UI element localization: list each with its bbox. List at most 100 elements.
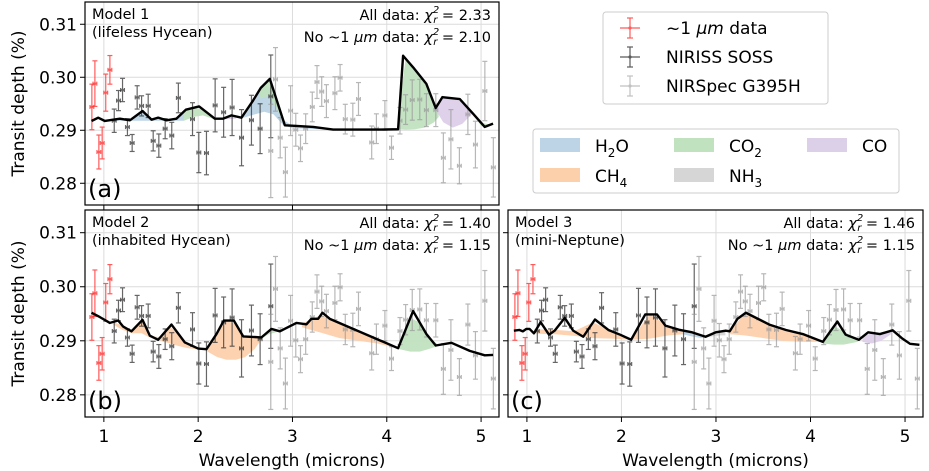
species-sub: 4: [620, 176, 628, 190]
chi-symbol: χ: [847, 216, 858, 232]
data-point-niriss: [212, 287, 218, 344]
data-point-nirspec: [332, 76, 338, 111]
data-point-niriss: [139, 305, 145, 327]
stat-prefix: All data:: [359, 8, 424, 24]
data-point-nirspec: [440, 342, 446, 395]
data-point-nirspec: [889, 303, 895, 346]
plot-area: [89, 46, 496, 199]
marker: [390, 357, 393, 361]
y-tick-label: 0.30: [39, 278, 77, 298]
legend-label: NIRSpec G395H: [666, 77, 801, 97]
marker: [121, 88, 124, 92]
data-point-nirspec: [773, 312, 779, 348]
marker: [274, 287, 277, 291]
marker: [822, 329, 826, 333]
marker: [130, 141, 134, 145]
x-axis-label: Wavelength (microns): [199, 451, 386, 471]
marker: [108, 277, 112, 281]
marker: [333, 91, 337, 95]
stat-unit: μm: [353, 30, 377, 46]
marker: [410, 98, 414, 102]
chi-square-label: All data: χ2 r = 1.40: [359, 213, 491, 234]
chi-sup: 2: [857, 235, 863, 246]
x-tick-label: 5: [476, 427, 487, 447]
data-point-niriss: [644, 296, 650, 349]
x-tick-label: 2: [193, 427, 204, 447]
chi-value: 1.15: [459, 238, 491, 254]
species-base: CO: [729, 137, 754, 157]
chi-sup: 2: [433, 27, 439, 38]
chi-value: 1.15: [883, 238, 915, 254]
data-point-niriss: [635, 287, 641, 344]
marker: [767, 328, 771, 331]
y-tick-label: 0.29: [39, 332, 77, 352]
legend-marker-nirspec: [620, 75, 640, 97]
marker: [93, 291, 97, 295]
marker: [338, 76, 342, 80]
data-point-one_micron: [103, 73, 109, 112]
data-point-nirspec: [472, 120, 478, 169]
marker: [580, 355, 584, 358]
data-point-niriss: [120, 287, 126, 313]
data-point-nirspec: [309, 301, 315, 333]
y-tick-label: 0.29: [39, 121, 77, 141]
chi-value: 2.10: [459, 30, 491, 46]
chi-symbol: χ: [423, 30, 434, 46]
marker: [289, 319, 292, 323]
data-point-nirspec: [448, 319, 454, 381]
data-point-niriss: [145, 93, 151, 119]
marker: [748, 309, 752, 313]
marker: [540, 309, 543, 312]
data-point-nirspec: [369, 125, 375, 160]
data-point-nirspec: [896, 331, 902, 380]
data-point-nirspec: [297, 134, 303, 163]
data-point-nirspec: [314, 274, 320, 309]
marker: [897, 353, 901, 357]
legend-label-text: NIRSpec G395H: [666, 77, 801, 97]
data-point-one_micron: [99, 126, 105, 160]
marker: [834, 308, 838, 312]
data-point-niriss: [239, 108, 245, 167]
stat-eq: =: [437, 30, 458, 46]
stat-prefix: All data:: [359, 216, 424, 232]
marker: [424, 318, 428, 322]
legend-patch-NH3: [674, 168, 714, 182]
data-point-niriss: [257, 313, 263, 366]
chi-sub: r: [433, 37, 438, 48]
plot-area: [512, 255, 920, 411]
marker: [483, 89, 487, 93]
data-point-nirspec: [293, 322, 299, 358]
marker: [146, 104, 150, 108]
marker: [240, 346, 243, 350]
marker: [474, 143, 477, 146]
data-point-niriss: [229, 78, 235, 137]
marker: [315, 80, 319, 84]
marker: [600, 306, 603, 310]
data-point-niriss: [145, 303, 151, 329]
data-point-nirspec: [880, 358, 886, 396]
data-point-nirspec: [277, 327, 283, 370]
data-point-nirspec: [337, 63, 343, 92]
species-sub: 2: [754, 146, 762, 160]
data-point-nirspec: [864, 342, 870, 395]
data-point-niriss: [672, 304, 678, 357]
data-point-nirspec: [355, 291, 361, 327]
marker: [873, 348, 877, 352]
species-base: CO: [862, 137, 887, 157]
data-point-niriss: [229, 288, 235, 347]
marker: [299, 357, 302, 361]
stat-eq: =: [861, 238, 882, 254]
marker: [743, 299, 747, 303]
data-point-nirspec: [382, 309, 388, 342]
data-point-one_micron: [92, 269, 98, 318]
data-point-one_micron: [515, 269, 521, 318]
chi-square-label: No ~1 μm data: χ2 r = 1.15: [728, 235, 915, 256]
data-point-niriss: [568, 303, 574, 329]
legend-marker-niriss: [620, 46, 640, 68]
data-point-nirspec: [277, 116, 283, 159]
x-tick-label: 4: [805, 427, 816, 447]
marker: [682, 337, 685, 341]
marker: [398, 329, 402, 333]
data-point-nirspec: [456, 358, 462, 396]
marker: [466, 112, 470, 116]
